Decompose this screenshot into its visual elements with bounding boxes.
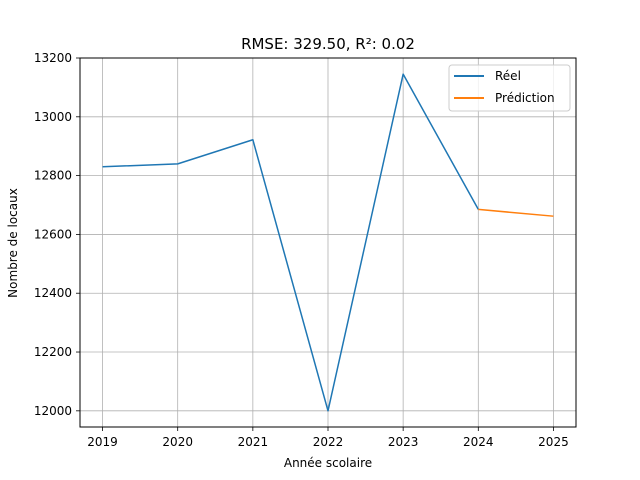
x-tick-label: 2025 [538,435,569,449]
y-tick-label: 12800 [34,169,72,183]
y-tick-label: 12000 [34,404,72,418]
y-tick-label: 12600 [34,227,72,241]
legend-label-prediction: Prédiction [495,91,555,105]
y-tick-label: 13000 [34,110,72,124]
axis-ticks: 2019 2020 2021 2022 2023 2024 2025 12000 12200 12… [34,51,569,449]
legend-label-reel: Réel [495,69,521,83]
y-axis-label: Nombre de locaux [6,188,20,298]
grid-lines [80,57,576,427]
series-lines [102,73,554,412]
x-tick-label: 2021 [238,435,269,449]
x-tick-label: 2019 [87,435,118,449]
series-line-reel [102,73,479,412]
chart-title: RMSE: 329.50, R²: 0.02 [241,35,415,53]
series-line-prediction [478,208,554,217]
x-tick-label: 2024 [463,435,494,449]
x-tick-label: 2022 [313,435,344,449]
legend: Réel Prédiction [448,64,571,112]
x-axis-label: Année scolaire [284,456,372,470]
x-tick-label: 2023 [388,435,419,449]
y-tick-label: 12200 [34,345,72,359]
x-tick-label: 2020 [162,435,193,449]
y-tick-label: 12400 [34,286,72,300]
y-tick-label: 13200 [34,51,72,65]
